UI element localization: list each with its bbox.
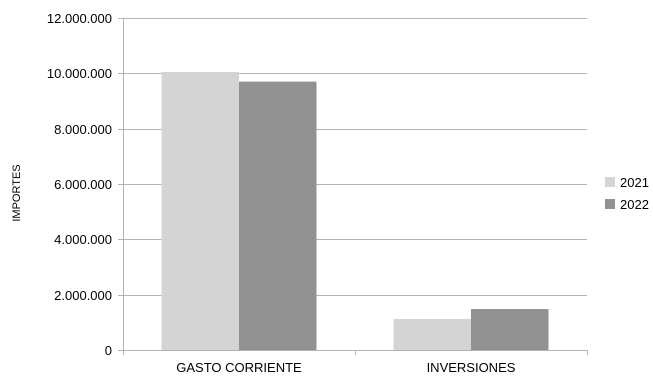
bar-2021-2 (393, 319, 471, 350)
legend-swatch-2021 (605, 177, 615, 187)
y-tick-label: 12.000.000 (47, 11, 112, 26)
bar-2021-1 (161, 71, 239, 350)
y-tick-label: 6.000.000 (54, 177, 112, 192)
bar-2022-1 (239, 81, 317, 350)
category-labels: GASTO CORRIENTE INVERSIONES (176, 360, 515, 375)
legend-label-2021: 2021 (620, 175, 649, 190)
legend: 2021 2022 (605, 175, 649, 212)
y-tick-label: 10.000.000 (47, 66, 112, 81)
category-label: INVERSIONES (427, 360, 516, 375)
axes (123, 18, 587, 351)
bar-2022-2 (471, 309, 549, 350)
y-tick-label: 4.000.000 (54, 232, 112, 247)
legend-swatch-2022 (605, 199, 615, 209)
category-label: GASTO CORRIENTE (176, 360, 302, 375)
y-axis-title: IMPORTES (11, 164, 23, 221)
y-tick-labels: 0 2.000.000 4.000.000 6.000.000 8.000.000 10.… (47, 11, 112, 358)
bars (161, 71, 549, 350)
y-tick-label: 0 (105, 343, 112, 358)
y-tick-label: 8.000.000 (54, 122, 112, 137)
y-tick-label: 2.000.000 (54, 288, 112, 303)
legend-label-2022: 2022 (620, 197, 649, 212)
